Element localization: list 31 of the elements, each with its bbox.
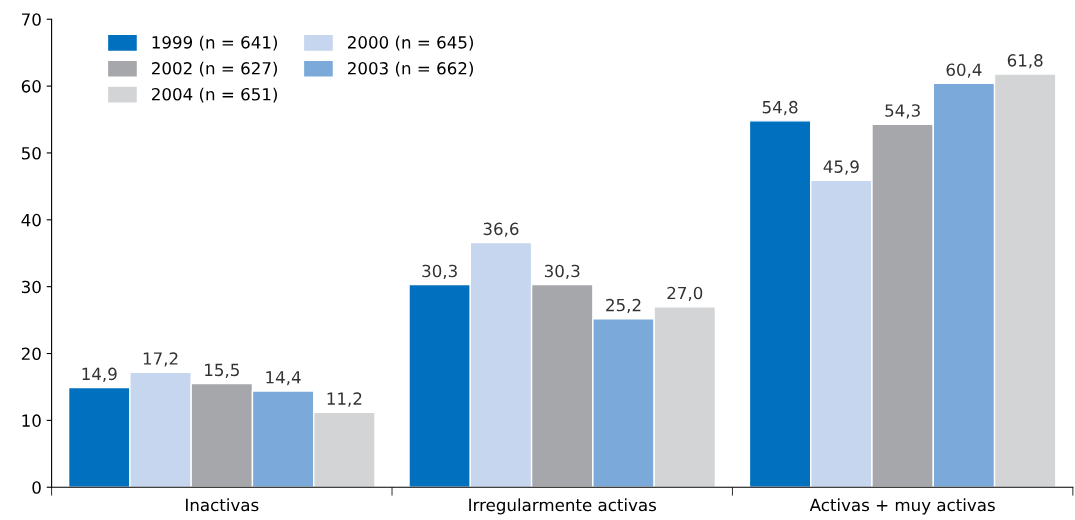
y-tick-label: 50 <box>21 146 41 160</box>
x-tick-label: Inactivas <box>186 498 259 512</box>
data-label: 61,8 <box>1007 54 1043 69</box>
y-tick-label: 30 <box>21 280 41 294</box>
data-label: 17,2 <box>143 352 178 367</box>
data-label: 11,2 <box>327 392 362 407</box>
legend-label: 2002 (n = 627) <box>152 61 277 77</box>
legend-label: 1999 (n = 641) <box>152 35 277 51</box>
data-label: 14,4 <box>266 371 301 386</box>
legend-label: 2000 (n = 645) <box>347 35 473 51</box>
data-label: 25,2 <box>606 298 641 314</box>
data-label: 60,4 <box>946 63 982 78</box>
x-tick-label: Irregularmente activas <box>469 498 657 515</box>
legend-label: 2003 (n = 662) <box>347 61 473 77</box>
legend-label: 2004 (n = 651) <box>152 87 277 103</box>
y-tick-label: 70 <box>22 13 41 26</box>
y-tick-label: 60 <box>21 80 41 93</box>
y-tick-label: 20 <box>21 347 41 361</box>
y-tick-label: 0 <box>32 481 41 494</box>
data-label: 36,6 <box>483 222 519 237</box>
data-label: 30,3 <box>544 264 580 279</box>
y-tick-label: 10 <box>22 414 41 427</box>
x-tick-label: Activas + muy activas <box>809 498 995 515</box>
data-label: 15,5 <box>205 363 239 378</box>
y-tick-label: 40 <box>21 213 41 227</box>
data-label: 54,8 <box>762 100 798 116</box>
data-label: 14,9 <box>82 367 117 382</box>
data-label: 27,0 <box>667 286 703 302</box>
data-label: 54,3 <box>885 104 920 119</box>
data-label: 45,9 <box>823 160 859 175</box>
data-label: 30,3 <box>422 264 457 279</box>
